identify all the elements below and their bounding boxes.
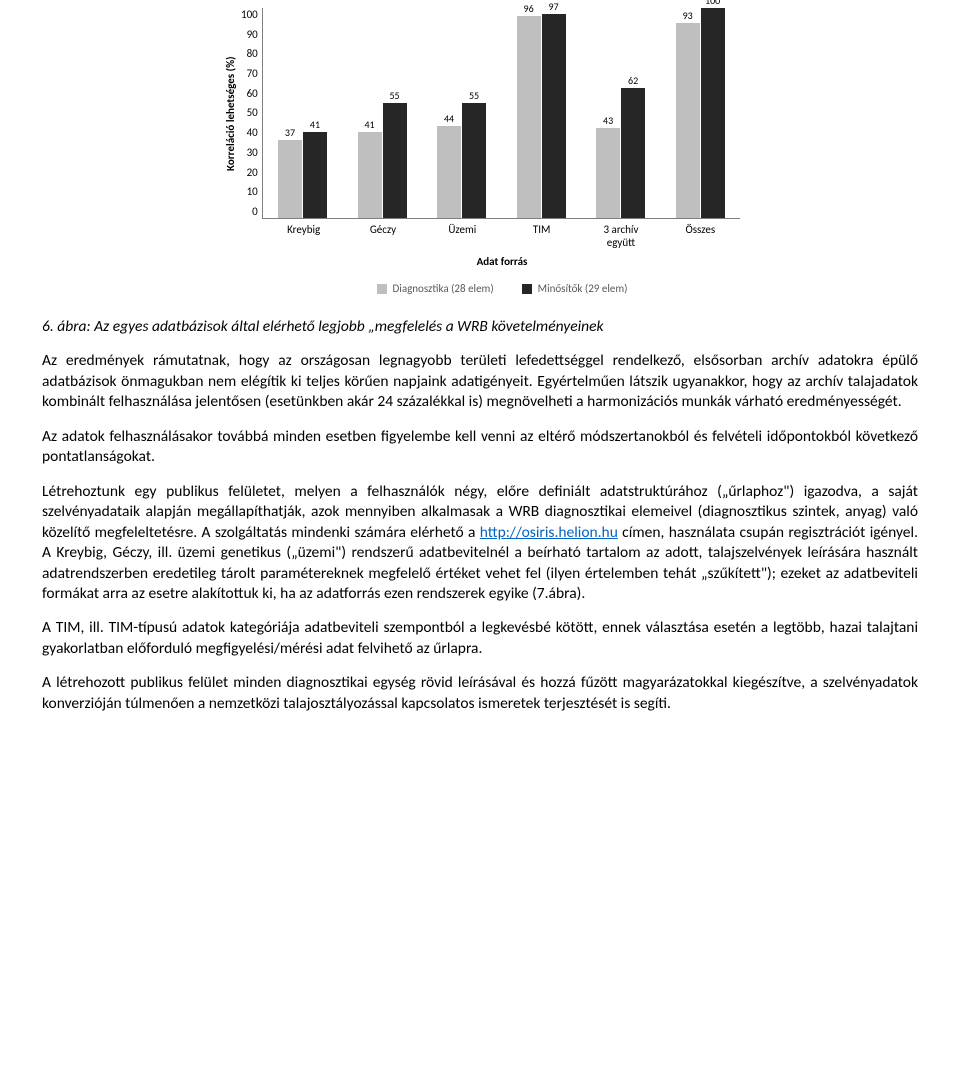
bar: 43 <box>596 128 620 218</box>
bar-group: 3741 <box>278 132 327 218</box>
y-tick: 0 <box>241 205 258 218</box>
bar-group: 4155 <box>358 103 407 219</box>
bar-group: 9697 <box>517 14 566 218</box>
document-body: 6. ábra: Az egyes adatbázisok által elér… <box>0 305 960 734</box>
y-tick: 30 <box>241 146 258 159</box>
bar: 55 <box>462 103 486 219</box>
paragraph-text: Az eredmények rámutatnak, hogy az ország… <box>42 351 918 411</box>
paragraph-text: A TIM, ill. TIM-típusú adatok kategóriáj… <box>42 618 918 657</box>
bar-value: 41 <box>364 118 374 131</box>
bar-value: 96 <box>524 2 534 15</box>
bar: 97 <box>542 14 566 218</box>
bar: 55 <box>383 103 407 219</box>
bar-value: 44 <box>444 112 454 125</box>
x-tick: 3 archív együtt <box>589 223 653 249</box>
x-tick: Kreybig <box>272 223 336 249</box>
bar-value: 100 <box>705 0 720 7</box>
x-tick: TIM <box>510 223 574 249</box>
bar: 37 <box>278 140 302 218</box>
paragraph: Az adatok felhasználásakor továbbá minde… <box>42 427 918 468</box>
bar-value: 93 <box>683 9 693 22</box>
y-tick: 40 <box>241 126 258 139</box>
paragraph: Létrehoztunk egy publikus felületet, mel… <box>42 482 918 605</box>
y-tick: 100 <box>241 8 258 21</box>
x-tick: Üzemi <box>430 223 494 249</box>
bar-value: 62 <box>628 74 638 87</box>
bar: 93 <box>676 23 700 218</box>
x-axis-ticks: Kreybig Géczy Üzemi TIM 3 archív együtt Össze… <box>264 223 740 249</box>
bar-value: 97 <box>549 0 559 13</box>
figure-caption: 6. ábra: Az egyes adatbázisok által elér… <box>42 317 918 337</box>
paragraph: A TIM, ill. TIM-típusú adatok kategóriáj… <box>42 618 918 659</box>
paragraph-text: A létrehozott publikus felület minden di… <box>42 673 918 712</box>
chart-container: Korreláció lehetséges (%) 10090807060504… <box>220 0 740 295</box>
bar: 100 <box>701 8 725 218</box>
y-tick: 80 <box>241 47 258 60</box>
paragraph: Az eredmények rámutatnak, hogy az ország… <box>42 351 918 412</box>
legend-swatch <box>522 284 532 294</box>
y-axis-label: Korreláció lehetséges (%) <box>220 8 241 219</box>
legend: Diagnosztika (28 elem) Minősítők (29 elem… <box>264 282 740 295</box>
link-osiris[interactable]: http://osiris.helion.hu <box>480 523 618 542</box>
bar: 41 <box>303 132 327 218</box>
bar-value: 55 <box>389 89 399 102</box>
bar-value: 55 <box>469 89 479 102</box>
y-tick: 90 <box>241 28 258 41</box>
bar-group: 4455 <box>437 103 486 219</box>
bar-group: 93100 <box>676 8 725 218</box>
y-tick: 60 <box>241 87 258 100</box>
y-tick: 10 <box>241 185 258 198</box>
y-tick: 50 <box>241 106 258 119</box>
x-axis-label: Adat forrás <box>264 255 740 268</box>
bar: 96 <box>517 16 541 218</box>
x-tick: Géczy <box>351 223 415 249</box>
legend-item: Diagnosztika (28 elem) <box>377 282 494 295</box>
legend-swatch <box>377 284 387 294</box>
y-tick: 70 <box>241 67 258 80</box>
paragraph-text: Az adatok felhasználásakor továbbá minde… <box>42 427 918 466</box>
legend-item: Minősítők (29 elem) <box>522 282 628 295</box>
paragraph: A létrehozott publikus felület minden di… <box>42 673 918 714</box>
y-axis-ticks: 1009080706050403020100 <box>241 8 262 218</box>
bar: 62 <box>621 88 645 218</box>
plot-area: 3741415544559697436293100 <box>262 8 740 219</box>
bar: 44 <box>437 126 461 218</box>
bar-value: 37 <box>285 126 295 139</box>
bar-group: 4362 <box>596 88 645 218</box>
bar: 41 <box>358 132 382 218</box>
bar-value: 43 <box>603 114 613 127</box>
x-tick: Összes <box>668 223 732 249</box>
y-tick: 20 <box>241 166 258 179</box>
bar-value: 41 <box>310 118 320 131</box>
